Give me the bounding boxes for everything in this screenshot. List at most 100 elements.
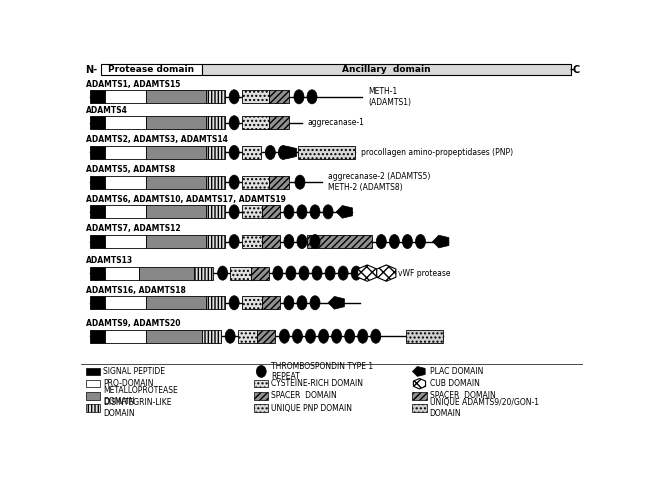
Text: UNIQUE PNP DOMAIN: UNIQUE PNP DOMAIN <box>272 404 353 413</box>
Text: CUB DOMAIN: CUB DOMAIN <box>430 379 480 388</box>
Ellipse shape <box>292 329 303 343</box>
Bar <box>262 235 280 248</box>
Text: aggrecanase-1: aggrecanase-1 <box>308 118 365 127</box>
Text: SPACER  DOMAIN: SPACER DOMAIN <box>430 391 495 401</box>
Bar <box>101 64 202 75</box>
Bar <box>146 116 205 129</box>
Ellipse shape <box>295 175 305 189</box>
Ellipse shape <box>218 266 227 280</box>
Ellipse shape <box>312 266 322 280</box>
Text: ADAMTS16, ADAMTS18: ADAMTS16, ADAMTS18 <box>86 286 186 295</box>
Text: procollagen amino-propeptidases (PNP): procollagen amino-propeptidases (PNP) <box>361 148 513 157</box>
Bar <box>269 116 290 129</box>
Bar <box>406 330 443 343</box>
Bar <box>242 175 269 189</box>
Bar <box>238 330 257 343</box>
Text: THROMBOSPONDIN TYPE 1
REPEAT: THROMBOSPONDIN TYPE 1 REPEAT <box>272 362 373 381</box>
Bar <box>90 330 105 343</box>
Bar <box>90 235 105 248</box>
Text: ADAMTS4: ADAMTS4 <box>86 106 128 115</box>
Bar <box>86 380 100 388</box>
Bar <box>269 90 290 103</box>
Text: vWF protease: vWF protease <box>399 268 451 278</box>
Bar <box>205 205 225 218</box>
Text: CYSTEINE-RICH DOMAIN: CYSTEINE-RICH DOMAIN <box>272 379 364 388</box>
Ellipse shape <box>310 296 320 310</box>
Text: ADAMTS9, ADAMTS20: ADAMTS9, ADAMTS20 <box>86 319 181 328</box>
Ellipse shape <box>402 235 413 249</box>
Bar <box>146 175 205 189</box>
Text: ADAMTS5, ADAMTS8: ADAMTS5, ADAMTS8 <box>86 165 175 174</box>
Text: ADAMTS2, ADAMTS3, ADAMTS14: ADAMTS2, ADAMTS3, ADAMTS14 <box>86 135 228 144</box>
Ellipse shape <box>351 266 361 280</box>
Text: N-: N- <box>85 65 97 75</box>
Ellipse shape <box>257 365 266 377</box>
Ellipse shape <box>305 329 316 343</box>
Bar <box>90 175 105 189</box>
Text: Ancillary  domain: Ancillary domain <box>341 65 430 74</box>
Bar <box>90 205 105 218</box>
Ellipse shape <box>294 90 304 104</box>
Ellipse shape <box>279 329 290 343</box>
Bar <box>86 368 100 375</box>
Bar <box>205 235 225 248</box>
Bar <box>251 267 269 280</box>
Bar <box>139 267 194 280</box>
Bar <box>205 146 225 159</box>
Bar <box>242 116 269 129</box>
Ellipse shape <box>225 329 235 343</box>
Text: ADAMTS1, ADAMTS15: ADAMTS1, ADAMTS15 <box>86 80 180 89</box>
Ellipse shape <box>338 266 348 280</box>
Bar <box>90 296 105 309</box>
Bar <box>262 296 280 309</box>
Bar <box>146 330 202 343</box>
Ellipse shape <box>310 235 320 249</box>
Bar <box>205 116 225 129</box>
Bar <box>90 116 105 129</box>
Text: METALLOPROTEASE
DOMAIN: METALLOPROTEASE DOMAIN <box>103 386 178 406</box>
Bar <box>105 116 146 129</box>
Bar <box>146 235 205 248</box>
Bar <box>413 392 426 400</box>
Bar <box>105 146 146 159</box>
Ellipse shape <box>229 146 239 160</box>
Bar <box>257 330 275 343</box>
Bar <box>269 175 290 189</box>
Text: SIGNAL PEPTIDE: SIGNAL PEPTIDE <box>103 367 165 376</box>
Bar <box>105 235 146 248</box>
Bar <box>242 90 269 103</box>
Text: ADAMTS7, ADAMTS12: ADAMTS7, ADAMTS12 <box>86 225 181 233</box>
Bar <box>242 205 262 218</box>
Ellipse shape <box>229 116 239 130</box>
Ellipse shape <box>389 235 399 249</box>
Bar <box>254 380 268 388</box>
Ellipse shape <box>358 329 368 343</box>
Ellipse shape <box>229 296 239 310</box>
Ellipse shape <box>325 266 335 280</box>
Text: SPACER  DOMAIN: SPACER DOMAIN <box>272 391 337 401</box>
Bar <box>86 392 100 400</box>
Bar <box>146 146 205 159</box>
Text: ADAMTS6, ADAMTS10, ADAMTS17, ADAMTS19: ADAMTS6, ADAMTS10, ADAMTS17, ADAMTS19 <box>86 195 286 204</box>
Bar <box>230 267 251 280</box>
Text: PLAC DOMAIN: PLAC DOMAIN <box>430 367 483 376</box>
Text: Protease domain: Protease domain <box>108 65 194 74</box>
Bar <box>242 235 262 248</box>
Text: PRO-DOMAIN: PRO-DOMAIN <box>103 379 154 388</box>
Bar <box>105 175 146 189</box>
Ellipse shape <box>229 175 239 189</box>
Bar <box>105 296 146 309</box>
Ellipse shape <box>297 296 307 310</box>
Text: DISINTEGRIN-LIKE
DOMAIN: DISINTEGRIN-LIKE DOMAIN <box>103 399 172 418</box>
Bar <box>242 296 262 309</box>
Ellipse shape <box>371 329 381 343</box>
Bar <box>194 267 213 280</box>
Bar <box>146 205 205 218</box>
Ellipse shape <box>310 205 320 219</box>
Bar <box>105 267 139 280</box>
Ellipse shape <box>307 90 317 104</box>
Ellipse shape <box>332 329 341 343</box>
Ellipse shape <box>415 235 426 249</box>
Ellipse shape <box>319 329 329 343</box>
Bar <box>262 205 280 218</box>
